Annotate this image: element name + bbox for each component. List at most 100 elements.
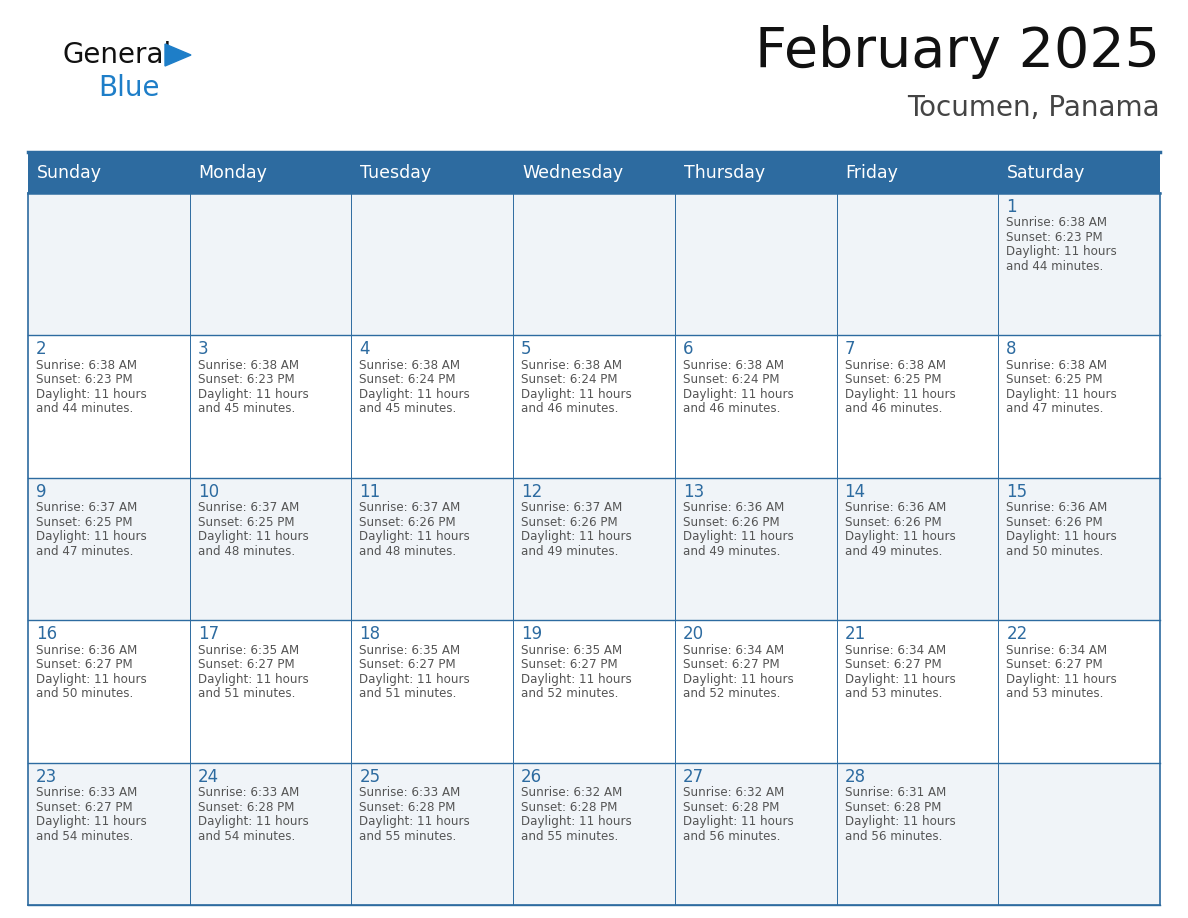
Text: Sunset: 6:25 PM: Sunset: 6:25 PM (1006, 374, 1102, 386)
Text: and 54 minutes.: and 54 minutes. (197, 830, 295, 843)
Text: Tuesday: Tuesday (360, 163, 431, 182)
Text: Sunset: 6:24 PM: Sunset: 6:24 PM (360, 374, 456, 386)
Text: and 49 minutes.: and 49 minutes. (522, 544, 619, 558)
Text: 25: 25 (360, 767, 380, 786)
Text: Sunset: 6:28 PM: Sunset: 6:28 PM (360, 800, 456, 813)
Text: Sunrise: 6:35 AM: Sunrise: 6:35 AM (360, 644, 461, 656)
Text: 7: 7 (845, 341, 855, 358)
Text: February 2025: February 2025 (756, 25, 1159, 79)
Text: Daylight: 11 hours: Daylight: 11 hours (360, 531, 470, 543)
Text: Sunrise: 6:37 AM: Sunrise: 6:37 AM (522, 501, 623, 514)
Text: 6: 6 (683, 341, 694, 358)
Text: Sunset: 6:27 PM: Sunset: 6:27 PM (36, 800, 133, 813)
Text: Tocumen, Panama: Tocumen, Panama (908, 94, 1159, 122)
Text: and 48 minutes.: and 48 minutes. (197, 544, 295, 558)
Bar (29, 621, 1159, 763)
Text: and 47 minutes.: and 47 minutes. (36, 544, 133, 558)
Text: Sunset: 6:26 PM: Sunset: 6:26 PM (845, 516, 941, 529)
Text: and 56 minutes.: and 56 minutes. (683, 830, 781, 843)
Text: 17: 17 (197, 625, 219, 644)
Text: Sunset: 6:26 PM: Sunset: 6:26 PM (522, 516, 618, 529)
Text: Daylight: 11 hours: Daylight: 11 hours (1006, 673, 1117, 686)
Text: and 52 minutes.: and 52 minutes. (683, 688, 781, 700)
Text: 24: 24 (197, 767, 219, 786)
Text: Sunset: 6:28 PM: Sunset: 6:28 PM (845, 800, 941, 813)
Text: Sunrise: 6:38 AM: Sunrise: 6:38 AM (522, 359, 623, 372)
Text: Sunrise: 6:38 AM: Sunrise: 6:38 AM (683, 359, 784, 372)
Text: Sunset: 6:27 PM: Sunset: 6:27 PM (683, 658, 779, 671)
Text: and 49 minutes.: and 49 minutes. (845, 544, 942, 558)
Text: Sunrise: 6:32 AM: Sunrise: 6:32 AM (683, 786, 784, 799)
Bar (29, 335, 1159, 477)
Text: Sunset: 6:23 PM: Sunset: 6:23 PM (1006, 231, 1102, 244)
Text: 1: 1 (1006, 198, 1017, 216)
Text: and 53 minutes.: and 53 minutes. (845, 688, 942, 700)
Text: Sunrise: 6:38 AM: Sunrise: 6:38 AM (36, 359, 137, 372)
Text: Sunrise: 6:38 AM: Sunrise: 6:38 AM (1006, 217, 1107, 230)
Text: Sunset: 6:26 PM: Sunset: 6:26 PM (683, 516, 779, 529)
Text: and 47 minutes.: and 47 minutes. (1006, 402, 1104, 416)
Text: 16: 16 (36, 625, 57, 644)
Text: Sunrise: 6:34 AM: Sunrise: 6:34 AM (683, 644, 784, 656)
Text: 23: 23 (36, 767, 57, 786)
Text: Sunset: 6:25 PM: Sunset: 6:25 PM (197, 516, 295, 529)
Text: Sunrise: 6:36 AM: Sunrise: 6:36 AM (683, 501, 784, 514)
Bar (29, 477, 1159, 621)
Text: Saturday: Saturday (1007, 163, 1086, 182)
Text: Sunrise: 6:38 AM: Sunrise: 6:38 AM (360, 359, 461, 372)
Text: Sunrise: 6:38 AM: Sunrise: 6:38 AM (845, 359, 946, 372)
Text: Daylight: 11 hours: Daylight: 11 hours (683, 815, 794, 828)
Text: and 54 minutes.: and 54 minutes. (36, 830, 133, 843)
Text: Sunrise: 6:33 AM: Sunrise: 6:33 AM (36, 786, 138, 799)
Text: Sunrise: 6:33 AM: Sunrise: 6:33 AM (360, 786, 461, 799)
Text: Daylight: 11 hours: Daylight: 11 hours (683, 388, 794, 401)
Text: Daylight: 11 hours: Daylight: 11 hours (36, 815, 147, 828)
Text: Sunset: 6:24 PM: Sunset: 6:24 PM (522, 374, 618, 386)
Text: and 46 minutes.: and 46 minutes. (522, 402, 619, 416)
Text: 10: 10 (197, 483, 219, 501)
Text: Sunrise: 6:37 AM: Sunrise: 6:37 AM (360, 501, 461, 514)
Text: and 45 minutes.: and 45 minutes. (360, 402, 456, 416)
Text: 5: 5 (522, 341, 532, 358)
Text: Sunset: 6:27 PM: Sunset: 6:27 PM (36, 658, 133, 671)
Text: and 55 minutes.: and 55 minutes. (522, 830, 619, 843)
Text: General: General (62, 41, 171, 69)
Text: Sunset: 6:28 PM: Sunset: 6:28 PM (522, 800, 618, 813)
Text: and 51 minutes.: and 51 minutes. (360, 688, 457, 700)
Text: Daylight: 11 hours: Daylight: 11 hours (197, 673, 309, 686)
Text: Blue: Blue (97, 74, 159, 102)
Text: Sunrise: 6:31 AM: Sunrise: 6:31 AM (845, 786, 946, 799)
Text: Sunset: 6:26 PM: Sunset: 6:26 PM (360, 516, 456, 529)
Text: and 46 minutes.: and 46 minutes. (845, 402, 942, 416)
Text: 2: 2 (36, 341, 46, 358)
Text: and 48 minutes.: and 48 minutes. (360, 544, 456, 558)
Text: Daylight: 11 hours: Daylight: 11 hours (683, 673, 794, 686)
Text: Daylight: 11 hours: Daylight: 11 hours (845, 673, 955, 686)
Text: Daylight: 11 hours: Daylight: 11 hours (197, 388, 309, 401)
Text: and 49 minutes.: and 49 minutes. (683, 544, 781, 558)
Bar (29, 763, 1159, 905)
Text: Sunrise: 6:32 AM: Sunrise: 6:32 AM (522, 786, 623, 799)
Text: and 44 minutes.: and 44 minutes. (1006, 260, 1104, 273)
Text: Wednesday: Wednesday (523, 163, 624, 182)
Text: and 55 minutes.: and 55 minutes. (360, 830, 456, 843)
Text: Sunrise: 6:33 AM: Sunrise: 6:33 AM (197, 786, 299, 799)
Text: and 51 minutes.: and 51 minutes. (197, 688, 295, 700)
Text: and 46 minutes.: and 46 minutes. (683, 402, 781, 416)
Text: Sunrise: 6:35 AM: Sunrise: 6:35 AM (197, 644, 299, 656)
Text: Sunday: Sunday (37, 163, 102, 182)
Text: Sunset: 6:27 PM: Sunset: 6:27 PM (522, 658, 618, 671)
Text: 9: 9 (36, 483, 46, 501)
Text: Daylight: 11 hours: Daylight: 11 hours (197, 815, 309, 828)
Text: and 52 minutes.: and 52 minutes. (522, 688, 619, 700)
Text: 4: 4 (360, 341, 369, 358)
Text: Daylight: 11 hours: Daylight: 11 hours (845, 531, 955, 543)
Text: 11: 11 (360, 483, 380, 501)
Text: 27: 27 (683, 767, 704, 786)
Text: Daylight: 11 hours: Daylight: 11 hours (1006, 245, 1117, 259)
Text: Daylight: 11 hours: Daylight: 11 hours (197, 531, 309, 543)
Text: Sunset: 6:27 PM: Sunset: 6:27 PM (197, 658, 295, 671)
Text: Thursday: Thursday (684, 163, 765, 182)
Text: 12: 12 (522, 483, 543, 501)
Text: and 44 minutes.: and 44 minutes. (36, 402, 133, 416)
